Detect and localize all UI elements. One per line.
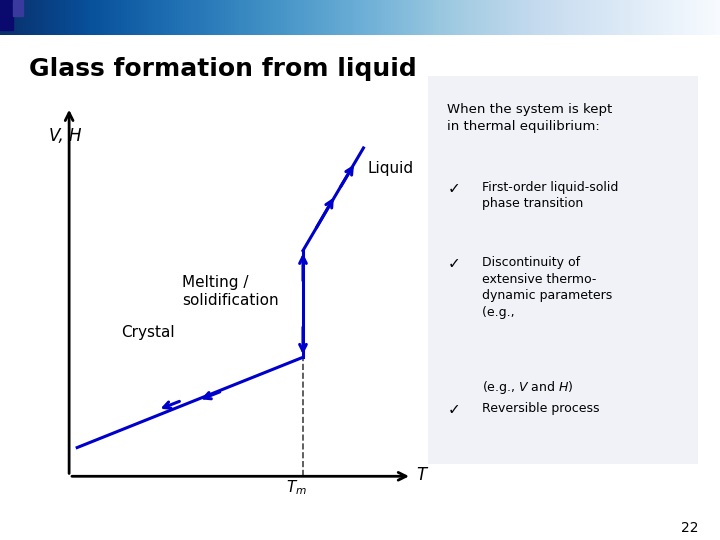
Text: $T_m$: $T_m$ <box>287 478 307 497</box>
Text: ✓: ✓ <box>447 402 460 417</box>
Text: When the system is kept
in thermal equilibrium:: When the system is kept in thermal equil… <box>447 103 613 133</box>
Text: ✓: ✓ <box>447 180 460 195</box>
Text: (e.g., $V$ and $H$): (e.g., $V$ and $H$) <box>482 379 574 396</box>
Text: Liquid: Liquid <box>367 161 413 176</box>
FancyBboxPatch shape <box>420 64 706 476</box>
Text: First-order liquid-solid
phase transition: First-order liquid-solid phase transitio… <box>482 180 618 210</box>
Text: 22: 22 <box>681 521 698 535</box>
Text: V, H: V, H <box>49 127 81 145</box>
Text: Reversible process: Reversible process <box>482 402 600 415</box>
Text: Crystal: Crystal <box>122 325 175 340</box>
Text: T: T <box>416 467 426 484</box>
Bar <box>0 0 13 30</box>
Text: Discontinuity of
extensive thermo-
dynamic parameters
(e.g.,: Discontinuity of extensive thermo- dynam… <box>482 256 613 319</box>
Text: Glass formation from liquid: Glass formation from liquid <box>29 57 417 80</box>
Bar <box>13 0 23 16</box>
Text: ✓: ✓ <box>447 256 460 272</box>
Text: Melting /
solidification: Melting / solidification <box>182 275 279 308</box>
